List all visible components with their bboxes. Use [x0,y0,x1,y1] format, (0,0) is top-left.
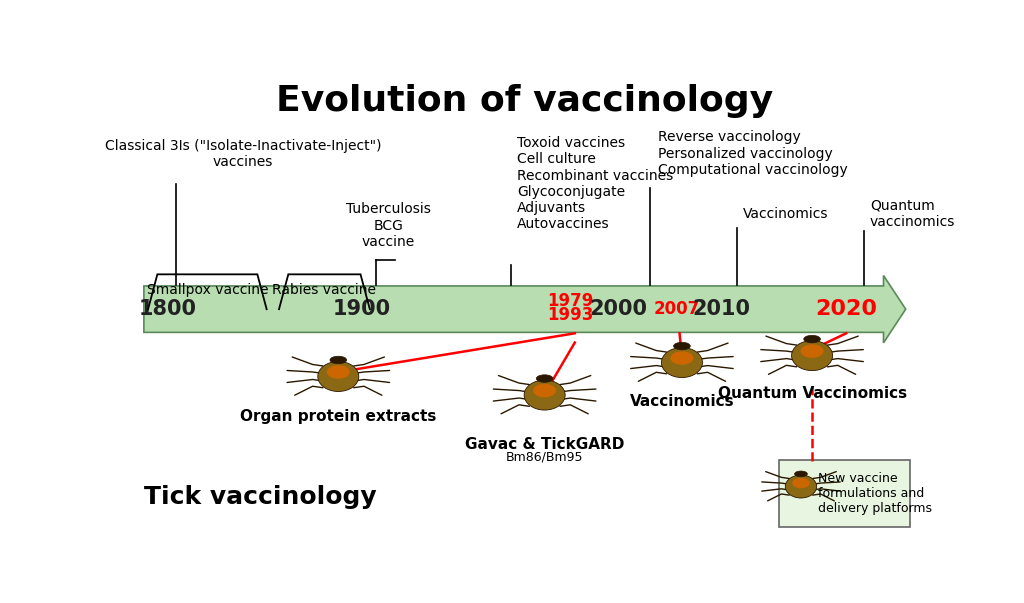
Ellipse shape [801,344,823,358]
Text: Quantum Vaccinomics: Quantum Vaccinomics [718,386,906,401]
Text: 1979: 1979 [548,292,594,310]
Ellipse shape [327,365,350,379]
Text: 1900: 1900 [333,299,391,319]
FancyBboxPatch shape [778,460,909,528]
Ellipse shape [534,384,556,397]
Ellipse shape [662,347,702,377]
Text: Toxoid vaccines
Cell culture
Recombinant vaccines
Glycoconjugate
Adjuvants
Autov: Toxoid vaccines Cell culture Recombinant… [517,136,673,232]
Ellipse shape [792,341,833,371]
Text: Gavac & TickGARD: Gavac & TickGARD [465,437,625,452]
Text: Vaccinomics: Vaccinomics [630,394,734,409]
Ellipse shape [674,343,690,350]
Text: Quantum
vaccinomics: Quantum vaccinomics [870,199,955,229]
Ellipse shape [795,471,807,477]
Text: 1800: 1800 [138,299,197,319]
Text: Vaccinomics: Vaccinomics [743,207,828,221]
Text: Reverse vaccinology
Personalized vaccinology
Computational vaccinology: Reverse vaccinology Personalized vaccino… [658,130,848,177]
Ellipse shape [804,335,820,343]
Ellipse shape [671,352,693,365]
Text: 2010: 2010 [692,299,751,319]
Text: New vaccine
formulations and
delivery platforms: New vaccine formulations and delivery pl… [818,473,933,516]
Ellipse shape [537,375,553,382]
Text: Organ protein extracts: Organ protein extracts [240,409,436,424]
Ellipse shape [524,380,565,410]
Text: Evolution of vaccinology: Evolution of vaccinology [276,84,773,118]
Ellipse shape [793,478,810,488]
Text: Bm86/Bm95: Bm86/Bm95 [506,451,584,464]
Text: Rabies vaccine: Rabies vaccine [272,283,377,297]
FancyArrow shape [143,276,905,343]
Text: 2007: 2007 [654,300,700,318]
Text: 2000: 2000 [590,299,647,319]
Text: 1993: 1993 [548,306,594,324]
Text: 2020: 2020 [815,299,878,319]
Text: Smallpox vaccine: Smallpox vaccine [146,283,268,297]
Ellipse shape [330,356,347,364]
Ellipse shape [317,361,358,391]
Text: Classical 3Is ("Isolate-Inactivate-Inject")
vaccines: Classical 3Is ("Isolate-Inactivate-Injec… [104,139,381,169]
Text: Tick vaccinology: Tick vaccinology [143,485,377,509]
Text: Tuberculosis
BCG
vaccine: Tuberculosis BCG vaccine [346,203,431,249]
Ellipse shape [785,475,817,498]
